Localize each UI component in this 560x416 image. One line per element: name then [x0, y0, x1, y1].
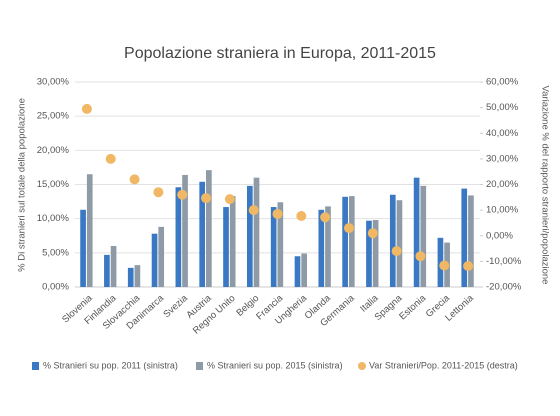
- bar: [372, 220, 379, 287]
- bar: [110, 246, 117, 287]
- bar: [270, 207, 277, 287]
- bar: [342, 196, 348, 287]
- dot: [463, 260, 474, 271]
- dot: [272, 208, 283, 219]
- bar: [413, 177, 420, 287]
- dot: [153, 187, 164, 198]
- bar: [468, 195, 474, 287]
- dot: [391, 246, 402, 257]
- dot: [367, 228, 378, 239]
- y-axis-title: % Di stranieri sul totale della popolazi…: [17, 98, 28, 272]
- legend-marker: [196, 362, 203, 370]
- bar: [366, 220, 372, 287]
- bar: [348, 196, 355, 287]
- bar: [151, 233, 158, 287]
- y-tick-label: 30,00%: [37, 77, 70, 88]
- y2-tick-label: 20,00%: [486, 179, 519, 190]
- bar: [86, 174, 93, 287]
- y2-tick-label: -20,00%: [486, 282, 522, 293]
- dot: [248, 205, 259, 216]
- dot: [343, 223, 354, 234]
- bar: [301, 253, 307, 287]
- bar: [104, 254, 110, 287]
- bar: [325, 206, 331, 287]
- legend-marker: [358, 362, 366, 370]
- bar: [229, 196, 236, 287]
- dot: [415, 251, 426, 262]
- y2-axis-title: Variazione % del rapporto stranieri/popo…: [539, 86, 550, 285]
- y2-tick-label: 50,00%: [486, 102, 519, 113]
- dot: [201, 193, 212, 204]
- dot: [105, 153, 116, 164]
- bar: [175, 187, 182, 287]
- bar: [253, 177, 260, 287]
- y2-tick-label: 30,00%: [486, 153, 519, 164]
- y2-tick-label: 60,00%: [486, 77, 519, 88]
- legend-marker: [32, 362, 39, 370]
- y-tick-label: 20,00%: [37, 145, 70, 156]
- bar: [134, 265, 141, 287]
- bar: [277, 202, 284, 287]
- y2-tick-label: 40,00%: [486, 128, 519, 139]
- dot: [81, 103, 92, 114]
- legend-label: Var Stranieri/Pop. 2011-2015 (destra): [369, 360, 518, 370]
- bar: [158, 226, 165, 287]
- bar: [199, 181, 206, 287]
- y2-tick-label: -10,00%: [486, 256, 522, 267]
- dot: [439, 260, 450, 271]
- bar: [247, 185, 253, 287]
- y-tick-label: 0,00%: [42, 282, 69, 293]
- bar: [80, 209, 86, 287]
- y-tick-label: 25,00%: [37, 111, 70, 122]
- y-tick-label: 10,00%: [37, 213, 70, 224]
- y-tick-label: 15,00%: [37, 179, 70, 190]
- dot: [224, 194, 235, 205]
- bar: [127, 267, 134, 287]
- legend-label: % Stranieri su pop. 2011 (sinistra): [43, 360, 178, 370]
- y2-tick-label: 0,00%: [486, 230, 513, 241]
- bar: [461, 188, 468, 287]
- legend-label: % Stranieri su pop. 2015 (sinistra): [207, 360, 343, 370]
- chart-title: Popolazione straniera in Europa, 2011-20…: [124, 45, 436, 62]
- dot: [296, 211, 307, 222]
- x-tick-label: Estonia: [397, 292, 428, 322]
- dot: [177, 189, 188, 200]
- dot: [129, 174, 140, 185]
- bar: [389, 194, 396, 287]
- bar: [318, 209, 325, 287]
- dot: [320, 212, 331, 223]
- bar: [182, 174, 188, 287]
- y-tick-label: 5,00%: [42, 247, 69, 258]
- y2-tick-label: 10,00%: [486, 205, 519, 216]
- bar: [206, 170, 212, 287]
- bar: [420, 185, 427, 287]
- bar: [294, 256, 301, 287]
- bar: [396, 200, 403, 287]
- bar: [223, 207, 229, 287]
